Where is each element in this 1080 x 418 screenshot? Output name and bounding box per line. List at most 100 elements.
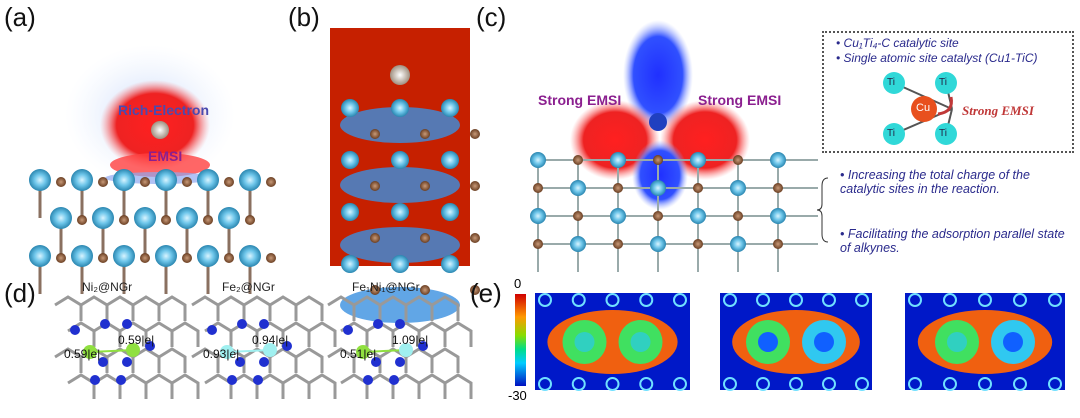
c-atom (533, 239, 543, 249)
c-atom (56, 177, 66, 187)
effect-1: • Increasing the total charge of the cat… (840, 168, 1030, 196)
c-atom (182, 253, 192, 263)
charge-label: 0.59|e| (64, 347, 101, 361)
n-atom (207, 325, 217, 335)
ti-atom (650, 236, 666, 252)
n-atom (282, 341, 292, 351)
c-atom (182, 177, 192, 187)
n-atom (373, 319, 383, 329)
panel-label-a: (a) (4, 2, 36, 32)
panel-label-e: (e) (470, 278, 502, 308)
ti-label: Ti (887, 77, 895, 88)
ti-atom (341, 203, 359, 221)
ti-atom (935, 123, 957, 145)
metal-atom (220, 345, 234, 359)
c-atom (370, 233, 380, 243)
n-atom (253, 375, 263, 385)
c-atom (653, 211, 663, 221)
c-atom (98, 253, 108, 263)
metal-atom (399, 343, 413, 357)
panel-label-d: (d) (4, 278, 36, 308)
ti-atom (441, 255, 459, 273)
n-atom (227, 375, 237, 385)
n-atom (122, 319, 132, 329)
charge-label: 0.93|e| (203, 347, 240, 361)
panel-b-structure (330, 28, 480, 323)
ti-atom (690, 152, 706, 168)
n-atom (395, 357, 405, 367)
emsi-arrow-icon (937, 96, 953, 116)
c-atom (470, 285, 480, 295)
c-atom (370, 129, 380, 139)
info-box (822, 31, 1074, 153)
ti-atom (341, 99, 359, 117)
c-atom (573, 211, 583, 221)
panel-label-c: (c) (476, 2, 507, 32)
c-atom (56, 253, 66, 263)
ti-atom (610, 208, 626, 224)
ti-atom (113, 245, 135, 267)
n-atom (259, 357, 269, 367)
c-atom (533, 183, 543, 193)
c-atom (266, 253, 276, 263)
ti-atom (570, 180, 586, 196)
c-atom (420, 129, 430, 139)
ti-atom (610, 152, 626, 168)
ti-atom (770, 152, 786, 168)
ti-atom (530, 152, 546, 168)
ti-atom (883, 123, 905, 145)
c-atom (420, 181, 430, 191)
n-atom (116, 375, 126, 385)
structure-title-2: Fe₂@NGr (222, 280, 275, 294)
c-atom (161, 215, 171, 225)
c-atom (370, 285, 380, 295)
ti-atom (441, 203, 459, 221)
n-atom (395, 319, 405, 329)
strong-emsi-right: Strong EMSI (698, 92, 782, 108)
metal-atom (356, 345, 370, 359)
panel-c-structure (530, 20, 818, 272)
charge-label: 0.94|e| (252, 333, 289, 347)
charge-label: 1.09|e| (392, 333, 429, 347)
ti-atom (650, 180, 666, 196)
metal-atom (126, 343, 140, 357)
effect-2: • Facilitating the adsorption parallel s… (840, 227, 1065, 255)
c-atom (573, 155, 583, 165)
ti-atom (935, 72, 957, 94)
ti-atom (239, 169, 261, 191)
ti-atom (391, 151, 409, 169)
n-atom (259, 319, 269, 329)
n-atom (90, 375, 100, 385)
c-atom (653, 155, 663, 165)
n-atom (237, 319, 247, 329)
charge-label: 0.51|e| (340, 347, 377, 361)
c-atom (420, 233, 430, 243)
ti-atom (113, 169, 135, 191)
panel-d-structures (54, 295, 473, 399)
c-atom (773, 239, 783, 249)
c-atom (98, 177, 108, 187)
ti-atom (155, 169, 177, 191)
ti-atom (71, 169, 93, 191)
metal-atom (151, 121, 169, 139)
n-atom (98, 357, 108, 367)
n-atom (235, 357, 245, 367)
c-atom (224, 177, 234, 187)
c-atom (203, 215, 213, 225)
info-bullet-2: • Single atomic site catalyst (Cu1-TiC) (836, 51, 1038, 65)
c-atom (140, 177, 150, 187)
c-atom (773, 183, 783, 193)
structure-title-1: Ni₂@NGr (82, 280, 133, 294)
c-atom (733, 155, 743, 165)
c-atom (245, 215, 255, 225)
metal-atom (263, 343, 277, 357)
ti-atom (239, 245, 261, 267)
n-atom (122, 357, 132, 367)
ti-atom (71, 245, 93, 267)
n-atom (418, 341, 428, 351)
panel-e-maps (515, 293, 1065, 391)
ti-atom (391, 203, 409, 221)
c-atom (470, 181, 480, 191)
c-atom (693, 239, 703, 249)
